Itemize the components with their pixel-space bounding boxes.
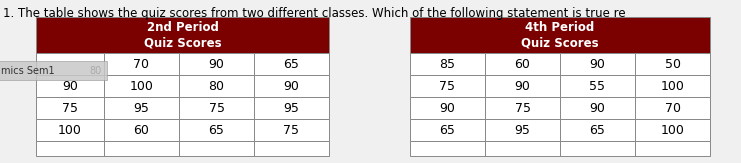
Bar (635, 97, 710, 119)
Text: 75: 75 (439, 80, 456, 92)
Bar (36, 141, 104, 156)
Bar (36, 17, 329, 53)
Bar (254, 141, 329, 156)
Bar (560, 53, 635, 75)
Text: 65: 65 (590, 124, 605, 136)
Text: 80: 80 (208, 80, 225, 92)
Text: mics Sem1: mics Sem1 (1, 66, 55, 76)
Text: 50: 50 (665, 58, 680, 71)
Bar (560, 119, 635, 141)
Bar (179, 53, 254, 75)
Bar (485, 53, 560, 75)
Bar (485, 141, 560, 156)
Bar (410, 53, 485, 75)
Bar (254, 75, 329, 97)
Bar (36, 119, 104, 141)
Bar (36, 75, 104, 97)
Bar (179, 75, 254, 97)
Text: 90: 90 (208, 58, 225, 71)
Text: 100: 100 (58, 124, 82, 136)
Text: 90: 90 (62, 80, 78, 92)
Text: Quiz Scores: Quiz Scores (521, 36, 599, 49)
Bar (410, 17, 710, 53)
Text: 90: 90 (439, 102, 456, 114)
Text: 100: 100 (130, 80, 153, 92)
Text: 100: 100 (660, 124, 685, 136)
Text: 70: 70 (665, 102, 680, 114)
Bar (635, 119, 710, 141)
Text: 90: 90 (284, 80, 299, 92)
Bar (254, 97, 329, 119)
Text: 95: 95 (133, 102, 150, 114)
Text: 75: 75 (62, 102, 78, 114)
Text: 60: 60 (514, 58, 531, 71)
Text: 85: 85 (439, 58, 456, 71)
Text: 95: 95 (514, 124, 531, 136)
Text: 80: 80 (90, 66, 102, 76)
Text: 65: 65 (439, 124, 456, 136)
Bar (179, 119, 254, 141)
Text: 95: 95 (284, 102, 299, 114)
Text: 2nd Period: 2nd Period (147, 21, 219, 34)
Text: 55: 55 (590, 80, 605, 92)
Text: 1. The table shows the quiz scores from two different classes. Which of the foll: 1. The table shows the quiz scores from … (3, 7, 625, 20)
Text: 75: 75 (284, 124, 299, 136)
Text: 90: 90 (590, 102, 605, 114)
Bar (36, 53, 104, 75)
Text: 4th Period: 4th Period (525, 21, 594, 34)
Bar (485, 97, 560, 119)
Text: 90: 90 (514, 80, 531, 92)
Bar (635, 75, 710, 97)
Bar (104, 141, 179, 156)
Bar (104, 119, 179, 141)
Bar (485, 75, 560, 97)
Text: 90: 90 (590, 58, 605, 71)
Bar (410, 97, 485, 119)
Bar (36, 97, 104, 119)
Bar (179, 141, 254, 156)
Text: 70: 70 (133, 58, 150, 71)
Text: 75: 75 (514, 102, 531, 114)
Bar (104, 53, 179, 75)
Bar (410, 75, 485, 97)
Text: Quiz Scores: Quiz Scores (144, 36, 222, 49)
Text: 60: 60 (133, 124, 150, 136)
Bar (560, 141, 635, 156)
Bar (104, 97, 179, 119)
Bar (635, 53, 710, 75)
Text: 65: 65 (208, 124, 225, 136)
Bar (410, 119, 485, 141)
Bar (560, 97, 635, 119)
Bar (254, 119, 329, 141)
Bar (104, 75, 179, 97)
Text: 75: 75 (208, 102, 225, 114)
Bar (0, 61, 107, 80)
Bar (635, 141, 710, 156)
Text: 100: 100 (660, 80, 685, 92)
Bar (179, 97, 254, 119)
Bar (485, 119, 560, 141)
Bar (560, 75, 635, 97)
Bar (254, 53, 329, 75)
Text: 65: 65 (284, 58, 299, 71)
Bar (410, 141, 485, 156)
